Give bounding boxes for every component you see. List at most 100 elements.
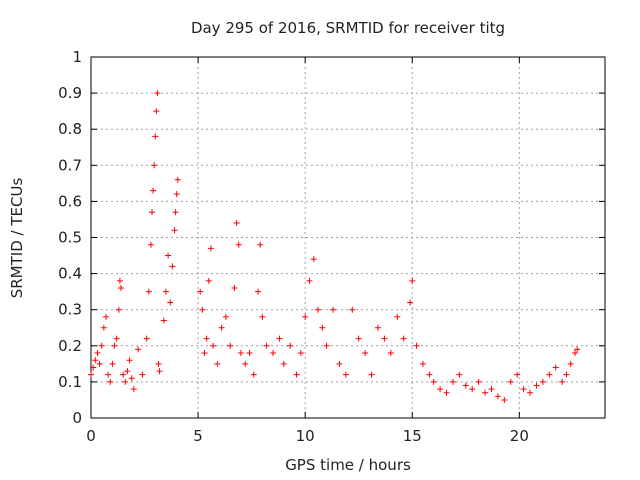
data-point — [153, 108, 160, 115]
data-point — [117, 285, 124, 292]
x-axis-label: GPS time / hours — [285, 456, 411, 474]
data-point — [124, 368, 131, 375]
y-tick-label: 0.9 — [58, 84, 82, 102]
data-point — [171, 227, 178, 234]
data-point — [297, 350, 304, 357]
x-tick-label: 0 — [86, 427, 96, 445]
data-point — [150, 187, 157, 194]
data-point — [419, 360, 426, 367]
data-point — [563, 371, 570, 378]
data-point — [237, 350, 244, 357]
data-point — [231, 285, 238, 292]
data-point — [201, 350, 208, 357]
data-point — [167, 299, 174, 306]
y-axis-label: SRMTID / TECUs — [8, 178, 26, 299]
x-tick-label: 15 — [403, 427, 422, 445]
data-point — [263, 342, 270, 349]
y-tick-label: 0.7 — [58, 156, 82, 174]
data-point — [527, 389, 534, 396]
data-point — [355, 335, 362, 342]
y-tick-label: 0.4 — [58, 265, 82, 283]
data-point — [287, 342, 294, 349]
data-point — [210, 342, 217, 349]
data-point — [139, 371, 146, 378]
data-point — [113, 335, 120, 342]
chart-title: Day 295 of 2016, SRMTID for receiver tit… — [191, 19, 505, 37]
data-point — [559, 378, 566, 385]
data-point — [160, 317, 167, 324]
data-point — [100, 324, 107, 331]
data-point — [387, 350, 394, 357]
data-points — [88, 90, 581, 403]
data-point — [122, 378, 129, 385]
data-point — [116, 277, 123, 284]
data-point — [488, 386, 495, 393]
data-point — [199, 306, 206, 313]
data-point — [482, 389, 489, 396]
data-point — [227, 342, 234, 349]
data-point — [242, 360, 249, 367]
data-point — [456, 371, 463, 378]
data-point — [437, 386, 444, 393]
data-point — [336, 360, 343, 367]
x-tick-label: 5 — [193, 427, 203, 445]
data-point — [173, 191, 180, 198]
data-point — [302, 313, 309, 320]
data-point — [255, 288, 262, 295]
data-point — [462, 382, 469, 389]
data-point — [197, 288, 204, 295]
data-point — [102, 313, 109, 320]
data-point — [128, 375, 135, 382]
data-point — [88, 371, 94, 378]
data-point — [270, 350, 277, 357]
data-point — [222, 313, 229, 320]
data-point — [107, 378, 114, 385]
data-point — [280, 360, 287, 367]
data-point — [154, 90, 161, 97]
data-point — [235, 241, 242, 248]
data-point — [151, 162, 158, 169]
data-point — [147, 241, 154, 248]
data-point — [94, 350, 101, 357]
data-point — [315, 306, 322, 313]
data-point — [443, 389, 450, 396]
data-point — [152, 133, 159, 140]
data-point — [381, 335, 388, 342]
data-point — [362, 350, 369, 357]
data-point — [98, 342, 105, 349]
data-point — [514, 371, 521, 378]
ticks: 00.10.20.30.40.50.60.70.80.910 5 10 15 20 — [58, 48, 605, 445]
data-point — [250, 371, 257, 378]
y-tick-label: 0.8 — [58, 120, 82, 138]
data-point — [552, 364, 559, 371]
data-point — [90, 364, 97, 371]
y-tick-label: 0.3 — [58, 301, 82, 319]
data-point — [475, 378, 482, 385]
data-point — [520, 386, 527, 393]
data-point — [162, 288, 169, 295]
data-point — [407, 299, 414, 306]
data-point — [276, 335, 283, 342]
data-point — [319, 324, 326, 331]
data-point — [507, 378, 514, 385]
data-point — [430, 378, 437, 385]
x-tick-label: 10 — [296, 427, 315, 445]
y-tick-label: 0.2 — [58, 337, 82, 355]
data-point — [259, 313, 266, 320]
data-point — [572, 350, 579, 357]
data-point — [205, 277, 212, 284]
data-point — [426, 371, 433, 378]
data-point — [394, 313, 401, 320]
data-point — [165, 252, 172, 259]
data-point — [409, 277, 416, 284]
data-point — [169, 263, 176, 270]
data-point — [567, 360, 574, 367]
data-point — [413, 342, 420, 349]
data-point — [145, 288, 152, 295]
x-tick-label: 20 — [510, 427, 529, 445]
data-point — [172, 209, 179, 216]
data-point — [130, 386, 137, 393]
data-point — [105, 371, 112, 378]
